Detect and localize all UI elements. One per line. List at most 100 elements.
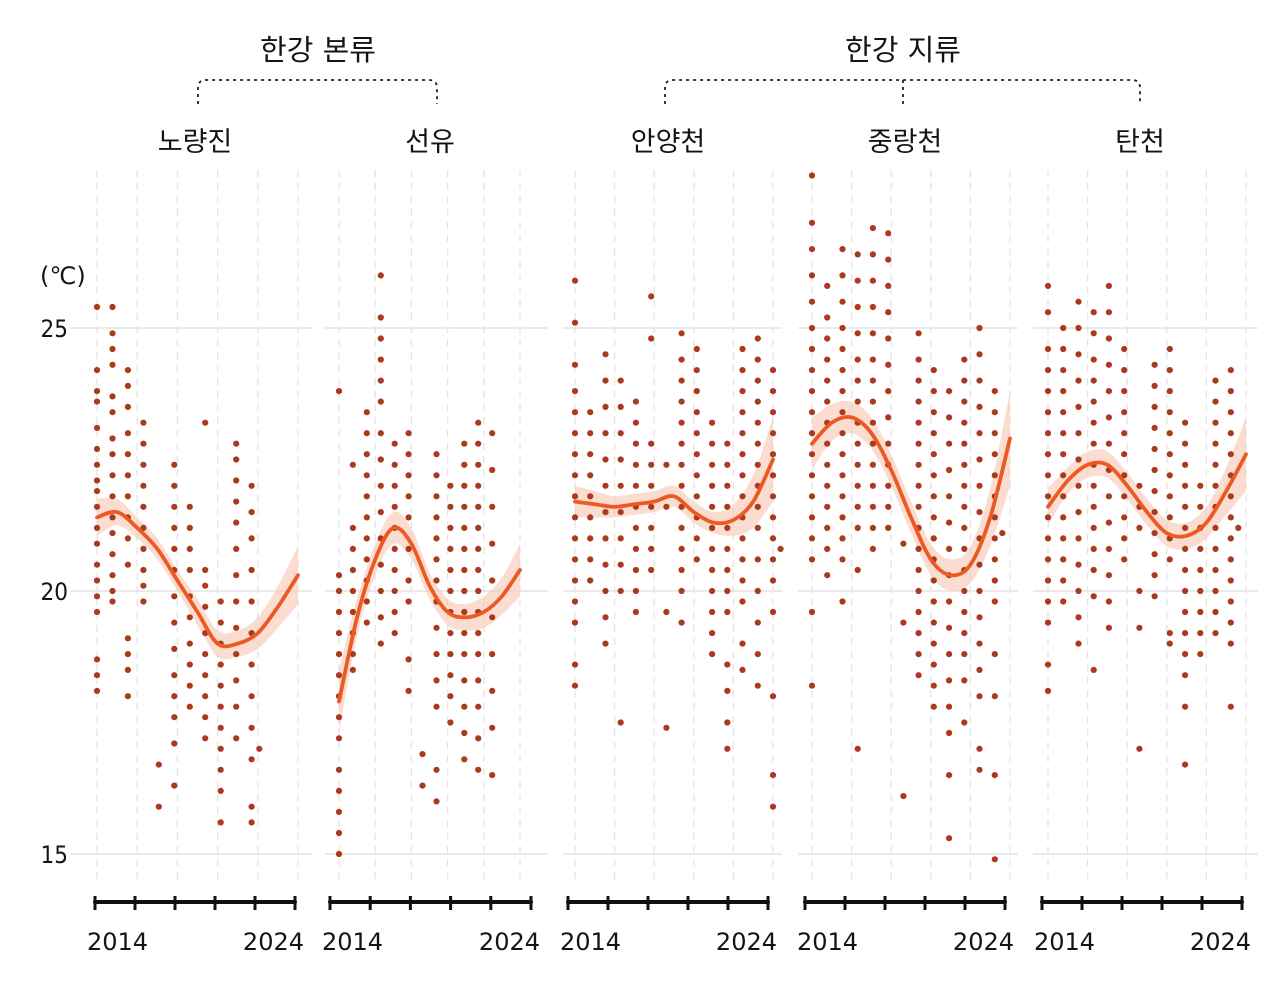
data-point [248, 598, 255, 605]
data-point [1182, 419, 1189, 426]
data-point [709, 524, 716, 532]
data-point [1075, 482, 1082, 489]
data-point [1105, 335, 1112, 342]
data-point [869, 225, 877, 232]
data-point [854, 524, 861, 532]
data-point [915, 377, 922, 384]
data-point [991, 430, 998, 437]
data-point [1105, 361, 1112, 368]
data-point [808, 298, 816, 305]
data-point [475, 735, 482, 742]
data-point [587, 514, 594, 521]
data-point [256, 745, 263, 752]
data-point [824, 524, 831, 532]
data-point [93, 593, 101, 600]
data-point [999, 530, 1006, 537]
data-point [678, 330, 685, 337]
data-point [217, 745, 224, 752]
data-point [930, 388, 937, 395]
data-point [1212, 566, 1219, 574]
data-point [930, 640, 937, 647]
data-point [808, 451, 816, 458]
data-point [202, 714, 209, 721]
data-point [976, 693, 983, 700]
data-point [885, 256, 892, 263]
data-point [1227, 640, 1234, 647]
data-point [1090, 398, 1097, 405]
data-point [1212, 630, 1219, 637]
data-point [1090, 503, 1097, 510]
data-point [693, 367, 700, 374]
data-point [724, 608, 731, 616]
data-point [602, 535, 609, 542]
data-point [1060, 388, 1067, 395]
data-point [602, 377, 609, 384]
data-point [1182, 761, 1189, 768]
data-point [109, 587, 116, 595]
data-point [769, 514, 777, 521]
data-point [1212, 461, 1219, 468]
data-point [808, 172, 816, 179]
data-point [648, 440, 655, 447]
data-point-layer [93, 172, 1242, 863]
data-point [1197, 503, 1204, 510]
group-title: 한강 지류 [845, 33, 961, 67]
data-point [976, 351, 983, 358]
data-point [930, 535, 937, 542]
data-point [475, 482, 482, 489]
panel-title: 안양천 [631, 127, 706, 158]
trend-line [1046, 452, 1248, 539]
data-point [1227, 430, 1234, 437]
data-point [233, 703, 240, 710]
data-point [461, 756, 468, 763]
data-point [1151, 508, 1158, 516]
data-point [991, 651, 998, 658]
data-point [93, 388, 101, 395]
data-point [489, 540, 496, 547]
data-point [1121, 451, 1128, 458]
data-point [447, 566, 454, 574]
data-point [571, 598, 579, 605]
data-point [93, 656, 101, 663]
data-point [930, 472, 937, 479]
data-point [1197, 608, 1204, 616]
data-point [739, 556, 746, 563]
data-point [1075, 587, 1082, 595]
data-point [1121, 514, 1128, 521]
data-point [1151, 488, 1158, 495]
data-point [1044, 309, 1052, 316]
data-point [475, 419, 482, 426]
data-point [124, 561, 131, 568]
data-point [461, 729, 468, 737]
data-point [405, 598, 412, 605]
data-point [377, 314, 384, 321]
data-point [1060, 367, 1067, 374]
data-point [709, 587, 716, 595]
data-point [808, 246, 816, 253]
data-point [447, 482, 454, 489]
data-point [724, 440, 731, 447]
data-point [233, 545, 240, 553]
data-point [1075, 430, 1082, 437]
data-point [617, 430, 624, 437]
data-point [124, 666, 131, 674]
data-point [976, 456, 983, 463]
data-point [869, 398, 877, 405]
data-point [349, 608, 356, 616]
data-point [930, 451, 937, 458]
data-point [447, 524, 454, 532]
y-tick-label: 20 [41, 578, 68, 606]
x-tick-label: 2024 [479, 928, 540, 956]
data-point [233, 572, 240, 579]
data-point [93, 367, 101, 374]
data-point [769, 451, 777, 458]
data-point [1075, 456, 1082, 463]
data-point [335, 388, 343, 395]
data-point [475, 677, 482, 684]
data-point [109, 303, 116, 311]
data-point [693, 430, 700, 437]
data-point [754, 440, 761, 447]
data-point [663, 608, 670, 616]
data-point [1121, 430, 1128, 437]
data-point [461, 503, 468, 510]
